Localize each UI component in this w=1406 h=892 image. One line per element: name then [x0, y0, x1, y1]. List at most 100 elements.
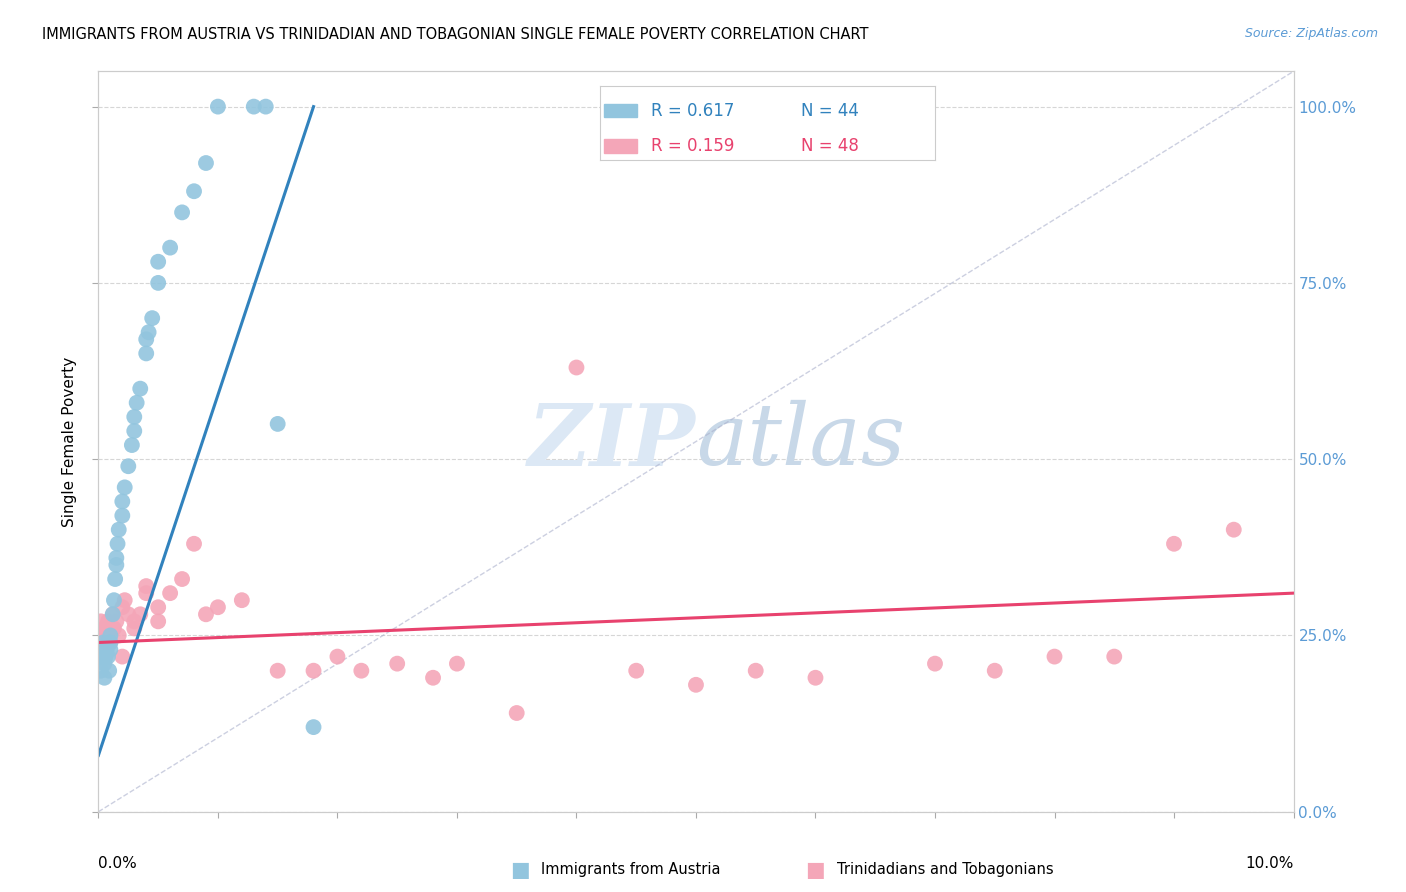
Point — [148, 600, 170, 615]
Point — [924, 657, 946, 671]
Point — [159, 241, 181, 255]
Point — [91, 628, 114, 642]
Point — [135, 346, 157, 360]
Point — [124, 424, 146, 438]
Point — [172, 205, 194, 219]
Point — [107, 523, 129, 537]
Point — [97, 615, 120, 629]
Point — [129, 607, 152, 622]
Point — [97, 635, 120, 649]
Point — [111, 494, 134, 508]
Text: Source: ZipAtlas.com: Source: ZipAtlas.com — [1244, 27, 1378, 40]
Point — [207, 100, 229, 114]
Text: ■: ■ — [510, 860, 530, 880]
Point — [148, 615, 170, 629]
Point — [984, 664, 1007, 678]
Point — [243, 100, 266, 114]
Point — [111, 508, 134, 523]
Point — [141, 311, 163, 326]
Text: Trinidadians and Tobagonians: Trinidadians and Tobagonians — [837, 863, 1053, 877]
Point — [98, 664, 121, 678]
Point — [105, 550, 128, 565]
Point — [93, 621, 115, 635]
Point — [302, 720, 325, 734]
Point — [1223, 523, 1246, 537]
Point — [117, 607, 139, 622]
Text: Immigrants from Austria: Immigrants from Austria — [541, 863, 721, 877]
Point — [302, 664, 325, 678]
Point — [91, 649, 114, 664]
Point — [124, 621, 146, 635]
Point — [267, 417, 290, 431]
Point — [94, 649, 117, 664]
Point — [1043, 649, 1066, 664]
Point — [350, 664, 373, 678]
Point — [124, 409, 146, 424]
Point — [98, 621, 122, 635]
Point — [98, 628, 122, 642]
Point — [101, 607, 124, 622]
Point — [745, 664, 768, 678]
Point — [135, 586, 157, 600]
Point — [183, 184, 205, 198]
Point — [231, 593, 253, 607]
Point — [124, 615, 146, 629]
Point — [326, 649, 349, 664]
Text: ZIP: ZIP — [529, 400, 696, 483]
Point — [90, 664, 112, 678]
Point — [195, 156, 218, 170]
Point — [98, 635, 122, 649]
Point — [107, 537, 129, 551]
Y-axis label: Single Female Poverty: Single Female Poverty — [62, 357, 77, 526]
Point — [103, 621, 125, 635]
Point — [138, 325, 160, 339]
Point — [506, 706, 529, 720]
Point — [804, 671, 827, 685]
Point — [159, 586, 181, 600]
Point — [172, 572, 194, 586]
Point — [96, 642, 118, 657]
Point — [254, 100, 277, 114]
Point — [111, 649, 134, 664]
Text: 0.0%: 0.0% — [98, 856, 138, 871]
Point — [148, 254, 170, 268]
Point — [93, 657, 115, 671]
Point — [1104, 649, 1126, 664]
Point — [90, 615, 112, 629]
Point — [446, 657, 468, 671]
Point — [101, 607, 124, 622]
Point — [685, 678, 707, 692]
Point — [107, 628, 129, 642]
Point — [111, 600, 134, 615]
Point — [105, 558, 128, 572]
Point — [98, 642, 122, 657]
Point — [129, 382, 152, 396]
Point — [183, 537, 205, 551]
Point — [135, 332, 157, 346]
Point — [104, 572, 127, 586]
Point — [135, 579, 157, 593]
Point — [125, 396, 148, 410]
Point — [626, 664, 648, 678]
Point — [105, 615, 128, 629]
Point — [93, 671, 115, 685]
Point — [422, 671, 444, 685]
Point — [94, 635, 117, 649]
Point — [98, 635, 122, 649]
Text: 10.0%: 10.0% — [1246, 856, 1294, 871]
Point — [121, 438, 143, 452]
Point — [195, 607, 218, 622]
Point — [385, 657, 409, 671]
Point — [97, 649, 120, 664]
Point — [96, 628, 118, 642]
Point — [565, 360, 588, 375]
Point — [114, 480, 136, 494]
Point — [103, 593, 125, 607]
Text: IMMIGRANTS FROM AUSTRIA VS TRINIDADIAN AND TOBAGONIAN SINGLE FEMALE POVERTY CORR: IMMIGRANTS FROM AUSTRIA VS TRINIDADIAN A… — [42, 27, 869, 42]
Point — [91, 635, 114, 649]
Point — [207, 600, 229, 615]
Text: atlas: atlas — [696, 401, 905, 483]
Point — [117, 459, 139, 474]
Point — [148, 276, 170, 290]
Point — [267, 664, 290, 678]
